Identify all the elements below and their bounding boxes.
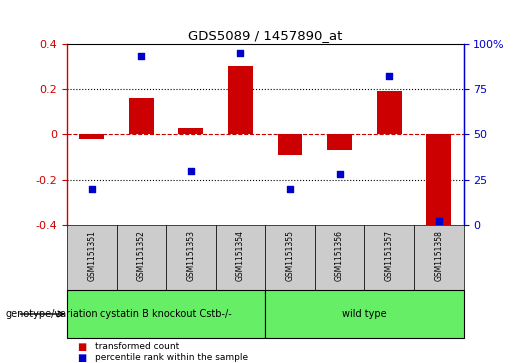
Text: GSM1151355: GSM1151355 [285,230,295,281]
Point [286,186,294,192]
Text: GSM1151354: GSM1151354 [236,230,245,281]
Text: ■: ■ [77,352,87,363]
Point [137,53,145,59]
Title: GDS5089 / 1457890_at: GDS5089 / 1457890_at [188,29,342,42]
Point [236,50,245,56]
Text: wild type: wild type [342,309,387,319]
Bar [278,134,302,155]
Bar [216,225,265,290]
Point [88,186,96,192]
Bar [79,134,104,139]
Bar [315,225,365,290]
Bar [365,225,414,290]
Point [187,168,195,174]
Bar [67,290,265,338]
Text: ■: ■ [77,342,87,352]
Bar [414,225,464,290]
Text: cystatin B knockout Cstb-/-: cystatin B knockout Cstb-/- [100,309,232,319]
Bar [166,225,216,290]
Text: percentile rank within the sample: percentile rank within the sample [95,353,248,362]
Text: genotype/variation: genotype/variation [5,309,98,319]
Bar [67,225,116,290]
Point [435,219,443,224]
Text: GSM1151352: GSM1151352 [137,230,146,281]
Text: GSM1151353: GSM1151353 [186,230,195,281]
Bar [265,290,464,338]
Text: GSM1151351: GSM1151351 [87,230,96,281]
Bar [129,98,153,134]
Bar [228,66,253,134]
Bar [265,225,315,290]
Text: GSM1151358: GSM1151358 [434,230,443,281]
Text: GSM1151357: GSM1151357 [385,230,393,281]
Bar [377,91,402,134]
Point [335,171,344,177]
Bar [327,134,352,150]
Text: GSM1151356: GSM1151356 [335,230,344,281]
Bar [116,225,166,290]
Bar [426,134,451,227]
Bar [179,127,203,134]
Text: transformed count: transformed count [95,342,180,351]
Point [385,73,393,79]
